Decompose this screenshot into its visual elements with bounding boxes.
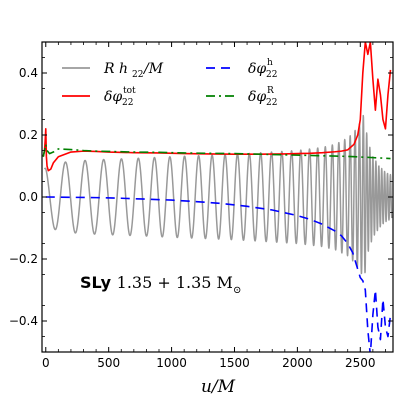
y-tick-label-4: 0.4	[19, 66, 38, 80]
legend-label-0: R h 22/M	[103, 61, 164, 80]
y-tick-label-3: 0.2	[19, 128, 38, 142]
legend: R h 22/M δφtot 22 δφh 22 δφR 22	[62, 58, 277, 108]
x-tick-label-0: 0	[42, 356, 50, 370]
ticks-layer: 0 500 1000 1500 2000 2500 −0.4 −0.2 0.0 0.2 0.4	[9, 42, 393, 370]
y-tick-label-2: 0.0	[19, 190, 38, 204]
y-tick-label-1: −0.2	[9, 252, 38, 266]
x-tick-label-3: 1500	[219, 356, 250, 370]
annotation: SLy 1.35 + 1.35 M⊙	[80, 273, 241, 296]
y-tick-label-0: −0.4	[9, 314, 38, 328]
series-line-2	[45, 196, 392, 352]
legend-label-3: δφR 22	[248, 86, 277, 108]
series-line-0	[43, 114, 393, 275]
x-tick-label-5: 2500	[345, 356, 376, 370]
x-tick-label-2: 1000	[156, 356, 187, 370]
x-tick-label-4: 2000	[282, 356, 313, 370]
x-tick-label-1: 500	[97, 356, 120, 370]
series-line-1	[42, 42, 392, 172]
x-axis-label: u/M	[201, 377, 236, 397]
series-layer	[42, 42, 393, 352]
legend-label-1: δφtot 22	[104, 86, 136, 108]
legend-label-2: δφh 22	[248, 58, 277, 80]
series-line-3	[42, 143, 391, 160]
